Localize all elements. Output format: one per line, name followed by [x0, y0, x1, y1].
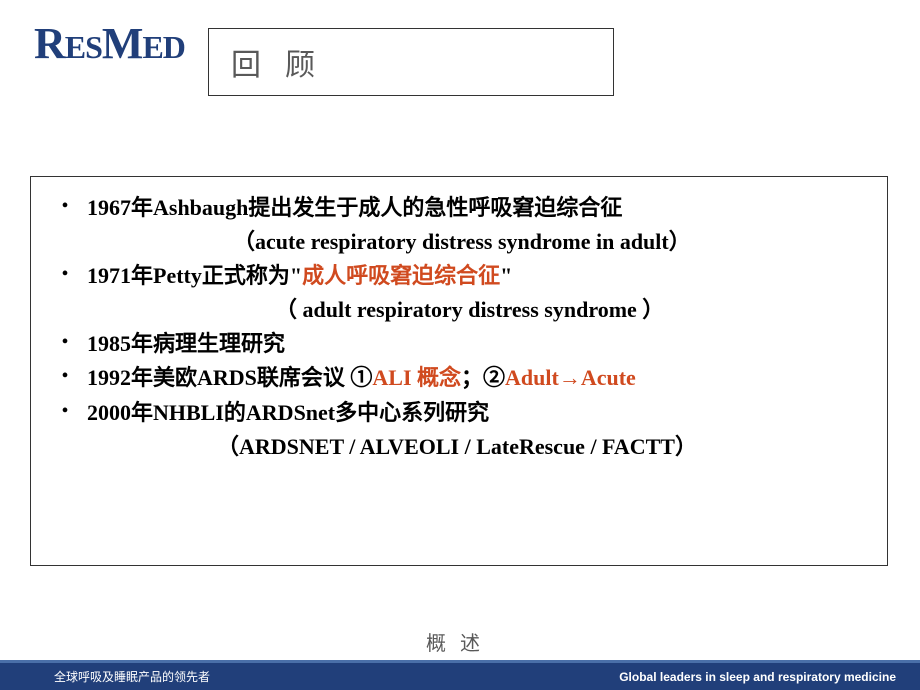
highlight-text: Adult→Acute — [505, 365, 636, 390]
logo-part-r: R — [34, 19, 65, 68]
bullet-subtext: （ adult respiratory distress syndrome ） — [43, 293, 875, 327]
logo-part-es: ES — [65, 29, 102, 65]
bullet-item: •1992年美欧ARDS联席会议 ①ALI 概念；②Adult→Acute — [43, 361, 875, 395]
plain-text: 1967年Ashbaugh提出发生于成人的急性呼吸窘迫综合征 — [87, 195, 622, 220]
bullet-marker: • — [43, 396, 87, 427]
bullet-text: 1967年Ashbaugh提出发生于成人的急性呼吸窘迫综合征 — [87, 191, 622, 225]
bullet-text: 1992年美欧ARDS联席会议 ①ALI 概念；②Adult→Acute — [87, 361, 636, 395]
bullet-text: 1985年病理生理研究 — [87, 327, 285, 361]
section-label: 概述 — [0, 627, 920, 656]
bullet-item: •1985年病理生理研究 — [43, 327, 875, 361]
bullet-marker: • — [43, 259, 87, 290]
plain-text: 1971年Petty正式称为" — [87, 263, 302, 288]
plain-text: 1992年美欧ARDS联席会议 ① — [87, 365, 372, 390]
bullet-text: 1971年Petty正式称为"成人呼吸窘迫综合征" — [87, 259, 512, 293]
bullet-item: •2000年NHBLI的ARDSnet多中心系列研究 — [43, 396, 875, 430]
slide-title-box: 回顾 — [208, 28, 614, 96]
bullet-marker: • — [43, 191, 87, 222]
logo-part-m: M — [102, 19, 143, 68]
bullet-subtext: （ARDSNET / ALVEOLI / LateRescue / FACTT） — [43, 430, 875, 464]
bullet-subtext: （acute respiratory distress syndrome in … — [43, 225, 875, 259]
bullet-marker: • — [43, 327, 87, 358]
brand-logo: RESMED — [34, 18, 185, 69]
slide-title: 回顾 — [231, 40, 339, 84]
footer-right-text: Global leaders in sleep and respiratory … — [619, 670, 896, 684]
bullet-text: 2000年NHBLI的ARDSnet多中心系列研究 — [87, 396, 489, 430]
plain-text: 1985年病理生理研究 — [87, 331, 285, 356]
content-box: •1967年Ashbaugh提出发生于成人的急性呼吸窘迫综合征（acute re… — [30, 176, 888, 566]
highlight-text: ALI 概念 — [372, 365, 461, 390]
plain-text: " — [500, 263, 512, 288]
bullet-item: •1967年Ashbaugh提出发生于成人的急性呼吸窘迫综合征 — [43, 191, 875, 225]
highlight-text: 成人呼吸窘迫综合征 — [302, 263, 500, 288]
plain-text: ；② — [461, 365, 505, 390]
plain-text: 2000年NHBLI的ARDSnet多中心系列研究 — [87, 400, 489, 425]
footer-left-text: 全球呼吸及睡眠产品的领先者 — [54, 668, 210, 685]
bullet-item: •1971年Petty正式称为"成人呼吸窘迫综合征" — [43, 259, 875, 293]
logo-part-ed: ED — [142, 29, 184, 65]
footer-bar: 全球呼吸及睡眠产品的领先者 Global leaders in sleep an… — [0, 660, 920, 690]
bullet-marker: • — [43, 361, 87, 392]
bullet-list: •1967年Ashbaugh提出发生于成人的急性呼吸窘迫综合征（acute re… — [43, 191, 875, 464]
